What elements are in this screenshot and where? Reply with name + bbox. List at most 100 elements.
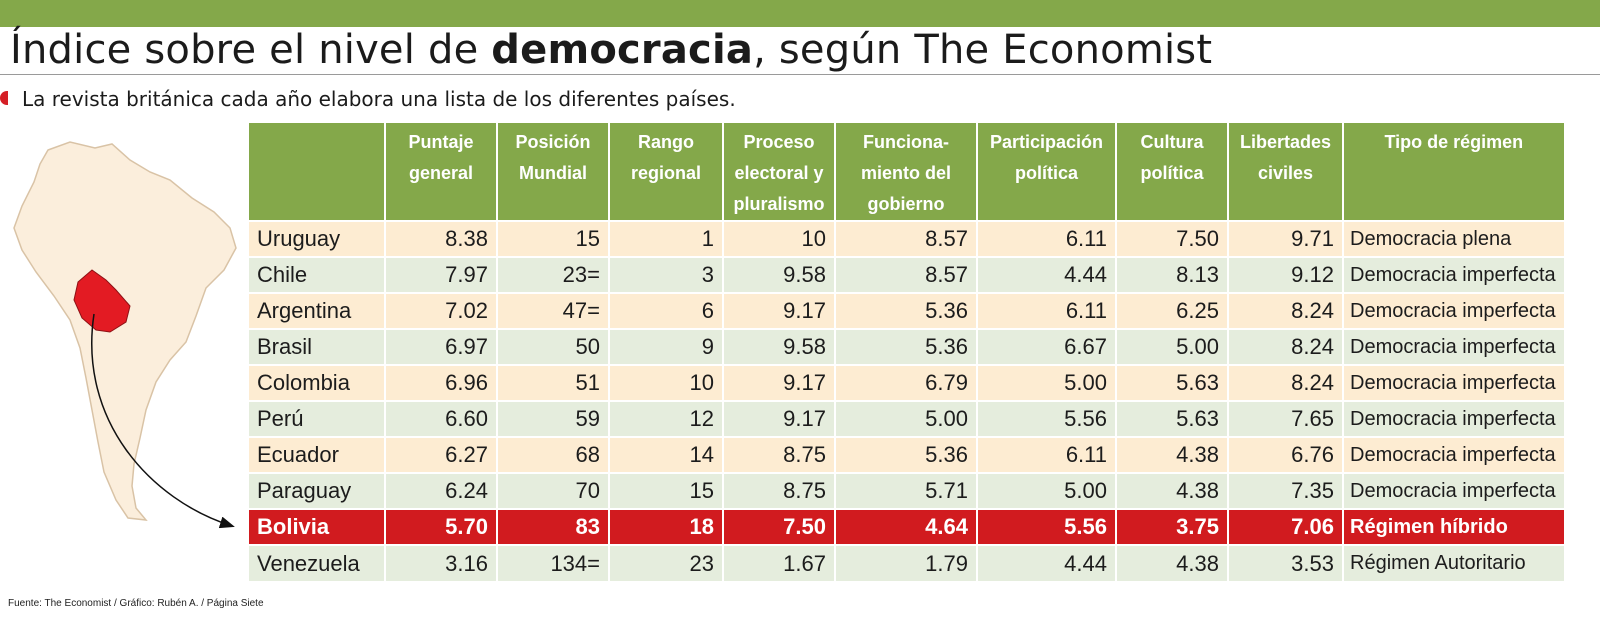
value-cell: 9.17 <box>723 292 836 329</box>
value-cell: 7.02 <box>385 292 498 329</box>
value-cell: 7.06 <box>1228 508 1344 545</box>
subtitle: La revista británica cada año elabora un… <box>22 87 736 111</box>
header-participacion-politica: Participación política <box>977 123 1117 221</box>
table-row: Colombia 6.96 51 10 9.17 6.79 5.00 5.63 8.24 Demo… <box>249 364 1566 401</box>
value-cell: 59 <box>497 400 610 437</box>
value-cell: 5.00 <box>977 364 1117 401</box>
regime-cell: Democracia imperfecta <box>1343 436 1566 473</box>
value-cell: 6.67 <box>977 328 1117 365</box>
value-cell: 68 <box>497 436 610 473</box>
value-cell: 9.17 <box>723 400 836 437</box>
value-cell: 6 <box>609 292 724 329</box>
value-cell: 70 <box>497 472 610 509</box>
table-row-highlight: Bolivia 5.70 83 18 7.50 4.64 5.56 3.75 7.06 Régim… <box>249 508 1566 545</box>
value-cell: 6.97 <box>385 328 498 365</box>
country-cell: Paraguay <box>249 472 386 509</box>
south-america-map <box>13 141 237 529</box>
bullet-icon <box>0 91 8 105</box>
header-puntaje-general: Puntaje general <box>385 123 498 221</box>
value-cell: 5.00 <box>977 472 1117 509</box>
table-row: Paraguay 6.24 70 15 8.75 5.71 5.00 4.38 7.35 Demo… <box>249 472 1566 509</box>
value-cell: 9.12 <box>1228 256 1344 293</box>
value-cell: 5.00 <box>835 400 978 437</box>
value-cell: 10 <box>723 220 836 257</box>
value-cell: 51 <box>497 364 610 401</box>
value-cell: 10 <box>609 364 724 401</box>
democracy-index-table: Puntaje general Posición Mundial Rango r… <box>249 123 1566 581</box>
value-cell: 6.11 <box>977 220 1117 257</box>
value-cell: 5.36 <box>835 328 978 365</box>
header-proceso-electoral: Proceso electoral y pluralismo <box>723 123 836 221</box>
value-cell: 6.11 <box>977 436 1117 473</box>
table-row: Perú 6.60 59 12 9.17 5.00 5.56 5.63 7.65 Democrac… <box>249 400 1566 437</box>
value-cell: 5.63 <box>1116 400 1229 437</box>
regime-cell: Democracia imperfecta <box>1343 256 1566 293</box>
title-divider <box>0 74 1600 75</box>
value-cell: 23 <box>609 544 724 581</box>
header-tipo-regimen: Tipo de régimen <box>1343 123 1566 221</box>
table-row: Argentina 7.02 47= 6 9.17 5.36 6.11 6.25 8.24 Dem… <box>249 292 1566 329</box>
regime-cell: Régimen Autoritario <box>1343 544 1566 581</box>
value-cell: 7.65 <box>1228 400 1344 437</box>
value-cell: 1.79 <box>835 544 978 581</box>
country-cell: Venezuela <box>249 544 386 581</box>
value-cell: 4.38 <box>1116 544 1229 581</box>
value-cell: 4.44 <box>977 544 1117 581</box>
value-cell: 6.11 <box>977 292 1117 329</box>
value-cell: 5.00 <box>1116 328 1229 365</box>
value-cell: 8.24 <box>1228 364 1344 401</box>
header-posicion-mundial: Posición Mundial <box>497 123 610 221</box>
value-cell: 1.67 <box>723 544 836 581</box>
page-title: Índice sobre el nivel de democracia, seg… <box>10 27 1213 73</box>
value-cell: 12 <box>609 400 724 437</box>
value-cell: 3 <box>609 256 724 293</box>
value-cell: 9 <box>609 328 724 365</box>
value-cell: 6.79 <box>835 364 978 401</box>
value-cell: 15 <box>609 472 724 509</box>
table-row: Chile 7.97 23= 3 9.58 8.57 4.44 8.13 9.12 Democra… <box>249 256 1566 293</box>
value-cell: 1 <box>609 220 724 257</box>
value-cell: 15 <box>497 220 610 257</box>
header-libertades-civiles: Libertades civiles <box>1228 123 1344 221</box>
value-cell: 8.75 <box>723 472 836 509</box>
header-funcionamiento-gobierno: Funciona- miento del gobierno <box>835 123 978 221</box>
table-row: Uruguay 8.38 15 1 10 8.57 6.11 7.50 9.71 Democrac… <box>249 220 1566 257</box>
title-emphasis: democracia <box>491 27 754 73</box>
value-cell: 4.38 <box>1116 436 1229 473</box>
value-cell: 5.36 <box>835 436 978 473</box>
value-cell: 7.50 <box>1116 220 1229 257</box>
value-cell: 7.97 <box>385 256 498 293</box>
value-cell: 47= <box>497 292 610 329</box>
top-banner <box>0 0 1600 27</box>
regime-cell: Democracia imperfecta <box>1343 328 1566 365</box>
value-cell: 50 <box>497 328 610 365</box>
country-cell: Perú <box>249 400 386 437</box>
table-row: Venezuela 3.16 134= 23 1.67 1.79 4.44 4.38 3.53 R… <box>249 544 1566 581</box>
value-cell: 9.71 <box>1228 220 1344 257</box>
value-cell: 18 <box>609 508 724 545</box>
value-cell: 6.60 <box>385 400 498 437</box>
country-cell: Chile <box>249 256 386 293</box>
country-cell: Argentina <box>249 292 386 329</box>
value-cell: 6.24 <box>385 472 498 509</box>
value-cell: 8.75 <box>723 436 836 473</box>
arrow-line <box>91 313 235 529</box>
country-cell: Uruguay <box>249 220 386 257</box>
value-cell: 8.24 <box>1228 292 1344 329</box>
value-cell: 134= <box>497 544 610 581</box>
value-cell: 4.44 <box>977 256 1117 293</box>
header-country <box>249 123 386 221</box>
value-cell: 6.25 <box>1116 292 1229 329</box>
value-cell: 5.70 <box>385 508 498 545</box>
header-rango-regional: Rango regional <box>609 123 724 221</box>
value-cell: 7.35 <box>1228 472 1344 509</box>
value-cell: 14 <box>609 436 724 473</box>
value-cell: 8.13 <box>1116 256 1229 293</box>
continent-shape <box>13 141 237 521</box>
value-cell: 9.17 <box>723 364 836 401</box>
country-cell: Brasil <box>249 328 386 365</box>
value-cell: 3.16 <box>385 544 498 581</box>
value-cell: 83 <box>497 508 610 545</box>
table-header-row: Puntaje general Posición Mundial Rango r… <box>249 123 1566 221</box>
value-cell: 9.58 <box>723 256 836 293</box>
